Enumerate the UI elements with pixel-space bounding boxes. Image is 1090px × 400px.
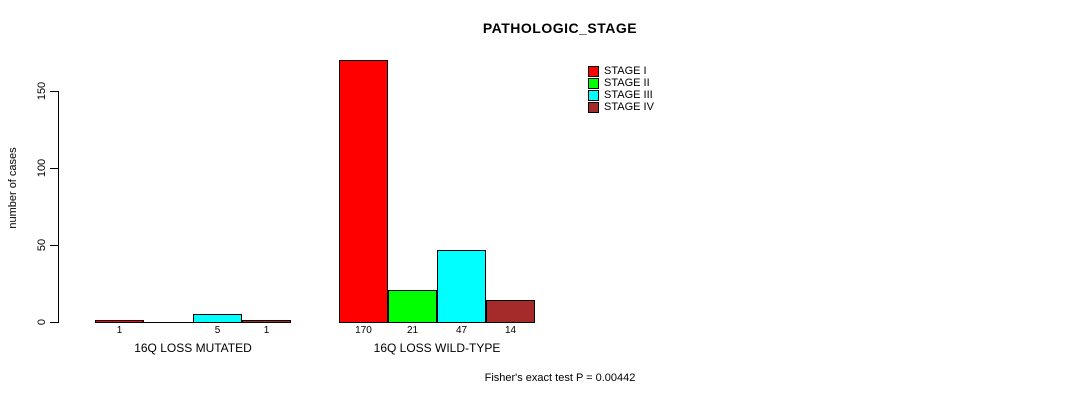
chart-title: PATHOLOGIC_STAGE — [482, 20, 638, 36]
legend-item-stage-ii: STAGE II — [588, 77, 654, 89]
legend-swatch-stage-i — [588, 65, 599, 77]
stat-test-note: Fisher's exact test P = 0.00442 — [484, 372, 636, 384]
bar-16q-loss-mutated-stage-ii — [144, 322, 193, 323]
bar-value-label: 1 — [116, 325, 123, 336]
bar-value-label: 5 — [214, 325, 221, 336]
x-category-label-16q-loss-mutated: 16Q LOSS MUTATED — [134, 341, 252, 355]
y-tick-label: 150 — [36, 81, 48, 101]
bar-value-label: 170 — [355, 325, 372, 336]
bar-value-label: 14 — [504, 325, 517, 336]
y-tick-mark — [50, 245, 58, 246]
legend-label-stage-i: STAGE I — [604, 65, 647, 77]
y-tick-mark — [50, 91, 58, 92]
legend-item-stage-i: STAGE I — [588, 65, 654, 77]
bar-16q-loss-wild-type-stage-iii — [437, 250, 486, 323]
bar-16q-loss-wild-type-stage-ii — [388, 290, 437, 323]
legend-label-stage-ii: STAGE II — [604, 77, 650, 89]
legend-swatch-stage-iv — [588, 101, 599, 113]
bar-16q-loss-mutated-stage-i — [95, 320, 144, 323]
x-category-label-16q-loss-wild-type: 16Q LOSS WILD-TYPE — [373, 341, 501, 355]
bar-value-label: 47 — [455, 325, 468, 336]
legend-label-stage-iv: STAGE IV — [604, 101, 654, 113]
bar-16q-loss-mutated-stage-iv — [242, 320, 291, 323]
bar-value-label: 21 — [406, 325, 419, 336]
y-tick-mark — [50, 322, 58, 323]
y-tick-label: 0 — [36, 318, 48, 326]
y-axis-line — [58, 91, 59, 323]
legend-swatch-stage-iii — [588, 89, 599, 101]
legend: STAGE I STAGE II STAGE III STAGE IV — [588, 65, 654, 113]
y-axis-title: number of cases — [7, 147, 19, 229]
legend-item-stage-iv: STAGE IV — [588, 101, 654, 113]
legend-item-stage-iii: STAGE III — [588, 89, 654, 101]
bar-16q-loss-mutated-stage-iii — [193, 314, 242, 323]
legend-swatch-stage-ii — [588, 77, 599, 89]
y-tick-label: 100 — [36, 158, 48, 178]
bar-16q-loss-wild-type-stage-iv — [486, 300, 535, 323]
bar-16q-loss-wild-type-stage-i — [339, 60, 388, 323]
bar-value-label: 1 — [263, 325, 270, 336]
legend-label-stage-iii: STAGE III — [604, 89, 653, 101]
y-tick-label: 50 — [36, 238, 48, 252]
y-tick-mark — [50, 168, 58, 169]
